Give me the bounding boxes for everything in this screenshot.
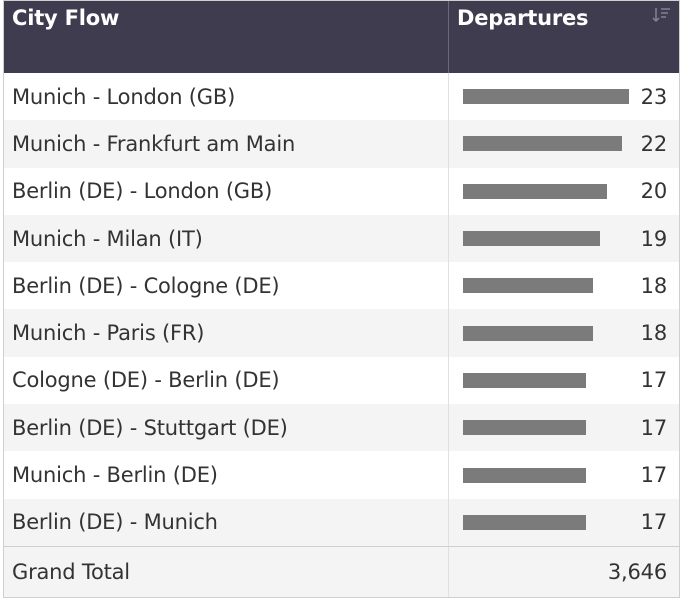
city-flow-cell: Munich - Berlin (DE) [4, 451, 449, 499]
table-row[interactable]: Munich - Berlin (DE) 17 [4, 451, 679, 499]
table-body: Munich - London (GB) 23 Munich - Frankfurt… [4, 73, 679, 546]
grand-total-value: 3,646 [607, 559, 667, 584]
departures-value: 18 [640, 273, 668, 298]
city-flow-cell: Berlin (DE) - Cologne (DE) [4, 262, 449, 310]
column-header-departures[interactable]: Departures [449, 1, 679, 73]
departures-bar [463, 136, 622, 152]
city-flow-cell: Munich - London (GB) [4, 73, 449, 121]
departures-bar [463, 467, 586, 483]
grand-total-label: Grand Total [4, 546, 449, 597]
departures-value: 17 [640, 510, 668, 535]
departures-value: 17 [640, 415, 668, 440]
departures-value: 19 [640, 226, 668, 251]
departures-cell: 19 [449, 215, 679, 262]
grand-total-row: Grand Total 3,646 [4, 545, 679, 597]
bar-track [463, 183, 629, 199]
table-row[interactable]: Berlin (DE) - London (GB) 20 [4, 167, 679, 215]
departures-bar [463, 372, 586, 388]
departures-value: 18 [640, 321, 668, 346]
bar-track [463, 136, 629, 152]
departures-cell: 22 [449, 120, 679, 167]
departures-cell: 18 [449, 262, 679, 309]
table-row[interactable]: Munich - Frankfurt am Main 22 [4, 120, 679, 168]
departures-bar [463, 89, 629, 105]
bar-track [463, 420, 629, 436]
departures-cell: 17 [449, 404, 679, 451]
table-row[interactable]: Munich - London (GB) 23 [4, 73, 679, 121]
table-row[interactable]: Cologne (DE) - Berlin (DE) 17 [4, 356, 679, 405]
departures-value: 17 [640, 368, 668, 393]
bar-track [463, 467, 629, 483]
departures-cell: 17 [449, 451, 679, 498]
table-row[interactable]: Berlin (DE) - Stuttgart (DE) 17 [4, 404, 679, 452]
departures-value: 23 [640, 84, 668, 109]
departures-table: City Flow Departures Munich - London (GB… [3, 0, 680, 598]
city-flow-cell: Berlin (DE) - Stuttgart (DE) [4, 404, 449, 452]
table-row[interactable]: Munich - Paris (FR) 18 [4, 309, 679, 357]
city-flow-cell: Berlin (DE) - London (GB) [4, 167, 449, 215]
city-flow-cell: Munich - Frankfurt am Main [4, 120, 449, 168]
departures-value: 17 [640, 463, 668, 488]
departures-bar [463, 278, 593, 294]
departures-cell: 18 [449, 309, 679, 356]
city-flow-cell: Munich - Paris (FR) [4, 309, 449, 357]
bar-track [463, 278, 629, 294]
departures-value: 22 [640, 131, 668, 156]
city-flow-cell: Munich - Milan (IT) [4, 214, 449, 263]
bar-track [463, 372, 629, 388]
departures-cell: 17 [449, 357, 679, 404]
city-flow-cell: Cologne (DE) - Berlin (DE) [4, 356, 449, 405]
bar-track [463, 325, 629, 341]
departures-bar [463, 325, 593, 341]
departures-cell: 23 [449, 73, 679, 120]
bar-track [463, 89, 629, 105]
table-row[interactable]: Berlin (DE) - Munich 17 [4, 498, 679, 546]
departures-bar [463, 183, 608, 199]
city-flow-cell: Berlin (DE) - Munich [4, 498, 449, 546]
departures-bar [463, 231, 601, 247]
column-header-city-flow[interactable]: City Flow [4, 1, 449, 73]
bar-track [463, 514, 629, 530]
table-row[interactable]: Munich - Milan (IT) 19 [4, 214, 679, 263]
table-header: City Flow Departures [4, 1, 679, 73]
grand-total-cell: 3,646 [449, 547, 679, 597]
departures-value: 20 [640, 179, 668, 204]
departures-cell: 17 [449, 499, 679, 546]
table-row[interactable]: Berlin (DE) - Cologne (DE) 18 [4, 262, 679, 310]
departures-bar [463, 420, 586, 436]
sort-descending-icon[interactable] [651, 7, 671, 23]
column-header-departures-label: Departures [457, 6, 589, 30]
departures-cell: 20 [449, 168, 679, 215]
departures-bar [463, 514, 586, 530]
bar-track [463, 231, 629, 247]
